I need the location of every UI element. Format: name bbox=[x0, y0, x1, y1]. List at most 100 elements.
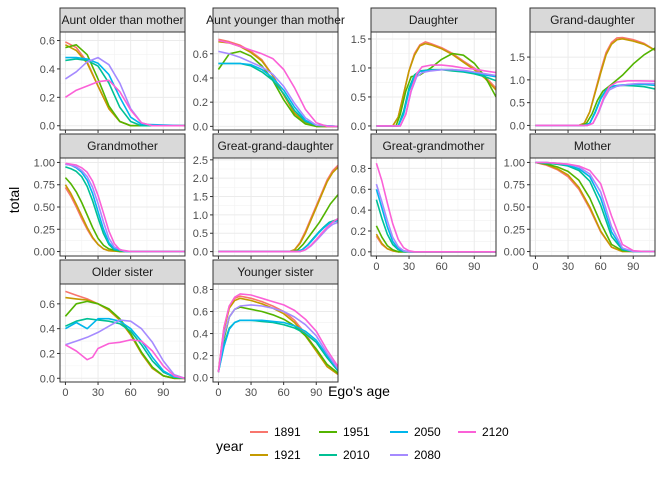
panel-strip bbox=[59, 133, 186, 159]
series-line-2120 bbox=[218, 39, 338, 128]
y-tick-label: 0.2 bbox=[351, 226, 366, 238]
series-line-2120 bbox=[376, 64, 496, 127]
series-line-2050 bbox=[218, 62, 338, 128]
y-tick-label: 0.75 bbox=[504, 180, 525, 192]
y-tick-label: 0.0 bbox=[510, 120, 525, 132]
y-tick-label: 0.6 bbox=[193, 49, 208, 61]
series-line-2120 bbox=[535, 80, 655, 127]
y-tick-label: 0.2 bbox=[193, 351, 208, 363]
series-line-2120 bbox=[65, 162, 185, 253]
panel-border bbox=[370, 157, 497, 257]
series-line-1951 bbox=[218, 194, 338, 253]
panel-aunt-older-than-mother: Aunt older than mother03060900.00.20.40.… bbox=[40, 7, 186, 147]
panel-lines bbox=[535, 161, 655, 253]
y-tick-label: 1.00 bbox=[504, 157, 525, 169]
panel-lines bbox=[375, 162, 496, 253]
y-tick-label: 1.00 bbox=[34, 157, 55, 169]
series-line-2120 bbox=[217, 293, 338, 373]
legend-title: year bbox=[216, 438, 244, 454]
x-tick-label: 30 bbox=[92, 387, 104, 399]
legend-label-1921: 1921 bbox=[274, 448, 301, 462]
series-line-1951 bbox=[65, 44, 185, 127]
panel-lines bbox=[64, 41, 185, 127]
y-tick-label: 0.6 bbox=[40, 36, 55, 48]
panel-title: Great-grand-daughter bbox=[217, 139, 333, 153]
y-tick-label: 0.5 bbox=[193, 228, 208, 240]
y-tick-label: 0.25 bbox=[34, 224, 55, 236]
y-tick-label: 0.4 bbox=[193, 329, 208, 341]
series-line-2080 bbox=[218, 50, 338, 128]
panel-strip bbox=[59, 7, 186, 33]
panel-border bbox=[370, 31, 497, 131]
y-tick-label: 0.4 bbox=[40, 64, 55, 76]
panel-strip bbox=[212, 7, 339, 33]
panel-title: Great-grandmother bbox=[382, 139, 484, 153]
panel-background bbox=[213, 284, 338, 382]
panel-border bbox=[59, 31, 186, 131]
legend-label-1951: 1951 bbox=[343, 425, 370, 439]
series-line-1921 bbox=[376, 42, 496, 127]
panel-daughter: Daughter03060900.00.51.01.5 bbox=[351, 7, 497, 147]
panel-background bbox=[371, 32, 496, 130]
panel-lines bbox=[535, 36, 655, 127]
y-tick-label: 0.4 bbox=[40, 324, 55, 336]
panel-mother: Mother 0 30 60 90 0.00 0.25 0.50 0.75 1.00 bbox=[504, 133, 656, 273]
y-tick-label: 0.2 bbox=[193, 97, 208, 109]
y-tick-label: 0.5 bbox=[510, 98, 525, 110]
y-tick-label: 0.75 bbox=[34, 180, 55, 192]
legend: 1891 1921 1951 2010 2050 2080 2120 bbox=[250, 425, 509, 462]
panel-border bbox=[59, 283, 186, 383]
panel-title: Aunt younger than mother bbox=[206, 13, 345, 27]
panel-lines bbox=[217, 293, 338, 375]
panel-title: Aunt older than mother bbox=[61, 13, 183, 27]
panel-strip bbox=[529, 133, 656, 159]
y-tick-label: 1.0 bbox=[193, 210, 208, 222]
y-tick-label: 0.6 bbox=[193, 307, 208, 319]
panel-grandmother: Grandmother03060900.000.250.500.751.00 bbox=[34, 133, 186, 273]
series-line-1921 bbox=[218, 166, 338, 253]
y-tick-label: 0.6 bbox=[40, 299, 55, 311]
y-tick-label: 0.4 bbox=[351, 205, 366, 217]
x-tick-label: 90 bbox=[310, 387, 322, 399]
y-tick-label: 1.5 bbox=[193, 192, 208, 204]
panel-title: Grand-daughter bbox=[550, 13, 635, 27]
y-tick-label: 2.5 bbox=[193, 155, 208, 167]
panel-aunt-younger-than-mother: Aunt younger than mother03060900.00.20.4… bbox=[193, 7, 345, 147]
panel-strip bbox=[59, 259, 186, 285]
panel-strip bbox=[212, 133, 339, 159]
series-line-2080 bbox=[65, 319, 185, 380]
y-tick-label: 0.8 bbox=[193, 285, 208, 297]
series-line-2080 bbox=[375, 183, 496, 253]
series-line-2080 bbox=[217, 304, 338, 373]
series-line-2050 bbox=[217, 319, 338, 373]
panel-border bbox=[59, 157, 186, 257]
x-tick-label: 60 bbox=[125, 387, 137, 399]
y-tick-label: 0.0 bbox=[40, 121, 55, 133]
series-line-2120 bbox=[375, 162, 496, 253]
legend-label-2050: 2050 bbox=[414, 425, 441, 439]
series-line-2120 bbox=[218, 217, 338, 253]
series-line-1951 bbox=[64, 177, 185, 253]
x-tick-label: 90 bbox=[468, 261, 480, 273]
y-tick-label: 0.6 bbox=[351, 184, 366, 196]
series-line-1951 bbox=[64, 300, 185, 380]
panel-lines bbox=[376, 41, 496, 127]
panel-border bbox=[212, 31, 339, 131]
series-line-1921 bbox=[535, 161, 655, 253]
panel-title: Younger sister bbox=[237, 265, 313, 279]
panel-grand-daughter: Grand-daughter03060900.00.51.01.5 bbox=[510, 7, 656, 147]
y-tick-label: 0.0 bbox=[351, 121, 366, 133]
panel-great-grand-daughter: Great-grand-daughter03060900.00.51.01.52… bbox=[193, 133, 339, 273]
series-line-1921 bbox=[217, 297, 338, 375]
panel-title: Older sister bbox=[92, 265, 153, 279]
panel-lines bbox=[218, 164, 338, 253]
series-line-2010 bbox=[65, 58, 185, 127]
y-tick-label: 1.5 bbox=[510, 52, 525, 64]
y-tick-label: 0.2 bbox=[40, 348, 55, 360]
panel-older-sister: Older sister 0 30 60 90 0.0 0.2 0.4 0.6 bbox=[40, 259, 186, 399]
panel-strip bbox=[529, 7, 656, 33]
series-line-2120 bbox=[65, 339, 185, 380]
x-tick-label: 90 bbox=[157, 387, 169, 399]
legend-label-2120: 2120 bbox=[482, 425, 509, 439]
